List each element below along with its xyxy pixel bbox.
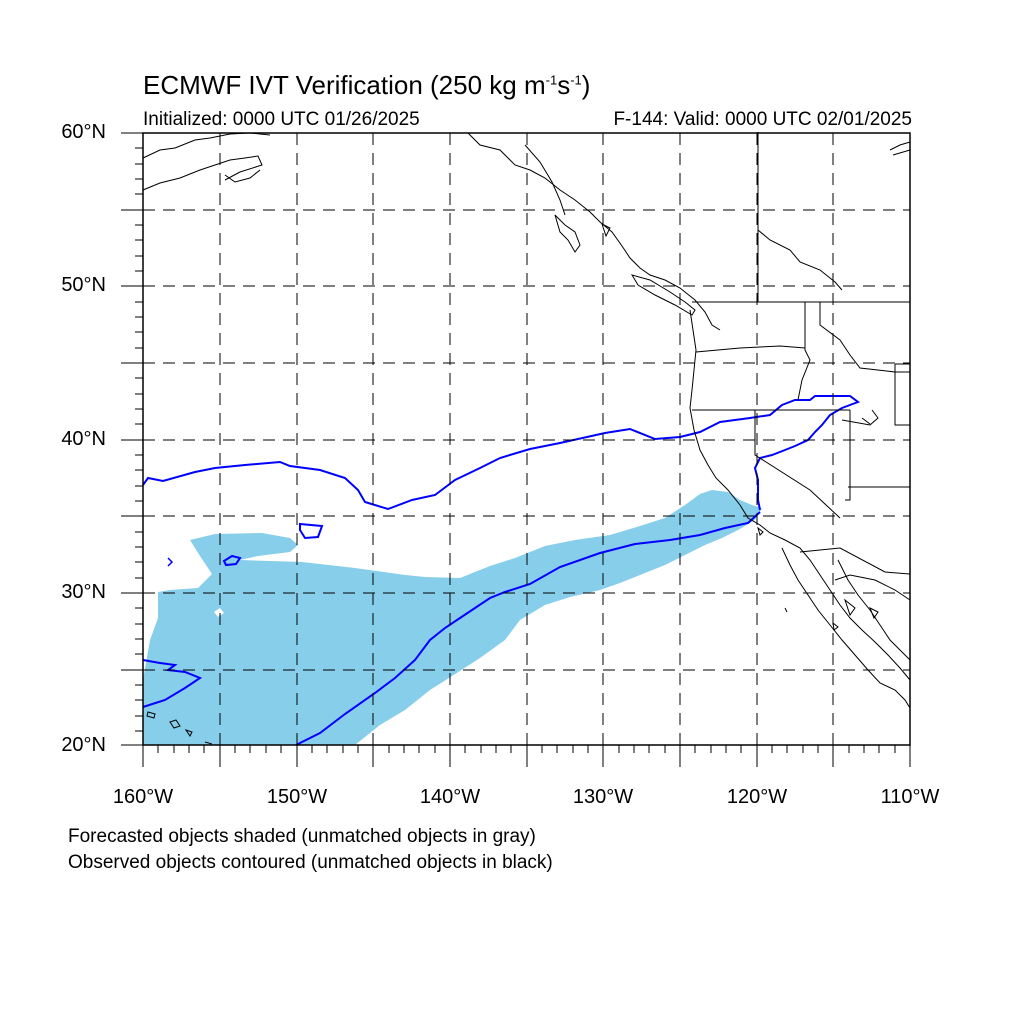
title-sup-1: -1 xyxy=(545,72,558,88)
valid-label: F-144: Valid: 0000 UTC 02/01/2025 xyxy=(613,109,912,130)
lon-label-160w: 160°W xyxy=(112,786,174,808)
title-prefix: ECMWF IVT Verification (250 kg m xyxy=(143,70,546,100)
note-observed: Observed objects contoured (unmatched ob… xyxy=(68,852,553,873)
observed-object-small-3 xyxy=(167,557,174,567)
lat-label-60n: 60°N xyxy=(61,121,106,143)
initialized-label: Initialized: 0000 UTC 01/26/2025 xyxy=(143,109,420,130)
observed-object-small-2 xyxy=(222,554,242,567)
observed-object-contour-axis xyxy=(295,511,761,746)
coastlines xyxy=(142,132,911,745)
title-suffix: ) xyxy=(581,70,591,100)
observed-object-contour-hawaii xyxy=(142,659,203,708)
political-borders xyxy=(524,132,911,575)
observed-object-small-1 xyxy=(299,522,324,540)
graticule xyxy=(143,133,910,745)
forecast-gap xyxy=(214,608,224,617)
axis-ticks xyxy=(121,132,911,767)
lat-label-20n: 20°N xyxy=(61,734,106,756)
lat-label-40n: 40°N xyxy=(61,428,106,450)
lon-label-150w: 150°W xyxy=(266,786,328,808)
lon-label-140w: 140°W xyxy=(419,786,481,808)
lat-label-30n: 30°N xyxy=(61,581,106,603)
title-mid: s xyxy=(557,70,571,100)
note-forecast: Forecasted objects shaded (unmatched obj… xyxy=(68,826,536,847)
lon-label-120w: 120°W xyxy=(726,786,788,808)
lon-label-110w: 110°W xyxy=(880,786,940,808)
observed-object-contour-north xyxy=(142,395,861,511)
forecast-object-shaded xyxy=(143,490,762,745)
title-sup-2: -1 xyxy=(570,72,582,88)
lon-label-130w: 130°W xyxy=(572,786,634,808)
lat-label-50n: 50°N xyxy=(61,274,106,296)
page-title: ECMWF IVT Verification (250 kg m-1s-1) xyxy=(143,70,590,101)
